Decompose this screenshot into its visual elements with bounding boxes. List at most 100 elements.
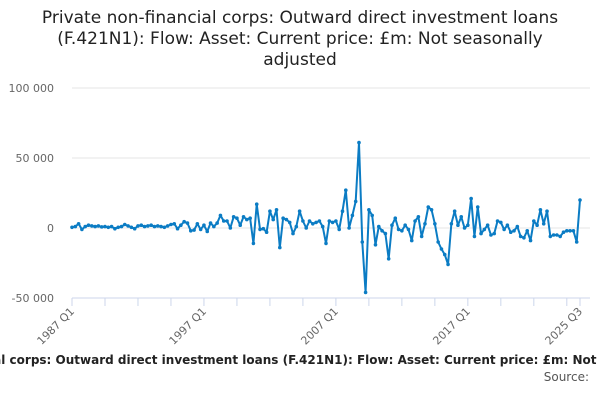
chart-caption: Private non-financial corps: Outward dir… [0,353,600,367]
data-point [508,230,513,234]
data-point [367,208,371,212]
data-point [439,247,444,251]
gridlines [72,87,590,299]
data-point [568,229,572,233]
data-point [548,234,553,239]
data-point [179,223,183,227]
data-point [423,222,427,226]
data-point [245,217,249,222]
data-point [185,221,190,225]
data-point [162,225,167,230]
data-point [155,224,160,228]
data-point [89,224,94,228]
data-point [515,224,520,229]
data-point [80,227,84,232]
data-point [475,205,480,209]
data-point [578,198,582,202]
x-axis: 1987 Q1 1997 Q1 2007 Q1 2017 Q1 2025 Q3 [35,298,586,348]
data-point [261,226,266,231]
data-point [442,252,447,257]
data-point [225,219,229,223]
data-point [281,216,285,220]
data-point [175,226,180,231]
data-point [393,216,398,220]
data-point [96,224,101,228]
data-point [159,224,163,229]
data-point [334,219,338,223]
data-point [340,209,345,213]
data-point [212,224,216,229]
data-point [297,209,302,213]
data-point [320,224,325,229]
data-point [482,227,487,232]
data-point [268,209,272,213]
source-label: Source: [543,370,589,384]
data-point [492,231,497,236]
y-tick-label: 0 [47,222,54,235]
data-point [499,220,503,225]
data-point [347,226,351,230]
data-point [462,226,467,230]
data-point [403,223,407,227]
data-point [535,223,539,227]
data-point [215,221,219,225]
data-point [456,223,460,227]
data-point [518,234,523,239]
data-point [469,196,473,201]
data-point [221,219,226,223]
data-point [337,227,341,232]
data-point [376,224,381,229]
data-point [426,205,431,209]
data-point [106,225,111,230]
data-point [350,213,355,218]
data-point [228,226,233,230]
data-point [109,224,114,229]
data-point [522,236,526,240]
data-point [103,224,107,229]
data-point [113,226,117,231]
data-point [317,219,322,223]
data-point [248,216,252,220]
data-point [202,223,206,227]
data-point [324,241,328,246]
data-point [93,224,97,229]
caption-text: Private non-financial corps: Outward dir… [0,353,600,367]
data-point [294,224,299,229]
data-point [479,231,483,236]
series-path [71,141,581,294]
data-point [218,213,223,218]
x-tick-label: 2017 Q1 [430,305,473,348]
x-tick-label: 2025 Q3 [543,305,586,348]
data-point [142,224,147,229]
data-point [254,202,259,206]
data-point [495,219,500,223]
data-point [357,140,361,145]
data-point [436,240,440,244]
data-point [373,243,378,247]
data-point [413,219,417,223]
data-point [314,220,318,225]
data-point [360,240,365,244]
data-point [165,224,170,228]
data-point [304,226,309,230]
data-point [116,225,120,230]
data-point [238,223,243,227]
y-tick-label: 50 000 [16,152,55,165]
data-point [198,227,203,232]
data-point [485,223,490,227]
data-point [258,227,262,232]
data-point [558,234,563,239]
data-point [502,227,506,232]
data-point [466,223,470,227]
data-point [231,215,236,219]
data-point [287,220,292,225]
data-point [169,222,173,227]
data-point [274,208,279,212]
data-point [195,222,200,226]
y-tick-label: 100 000 [9,82,55,95]
data-point [433,222,437,226]
data-point [449,222,454,226]
data-point [396,227,401,232]
y-axis-labels: 100 000 50 000 0 -50 000 [9,82,55,305]
